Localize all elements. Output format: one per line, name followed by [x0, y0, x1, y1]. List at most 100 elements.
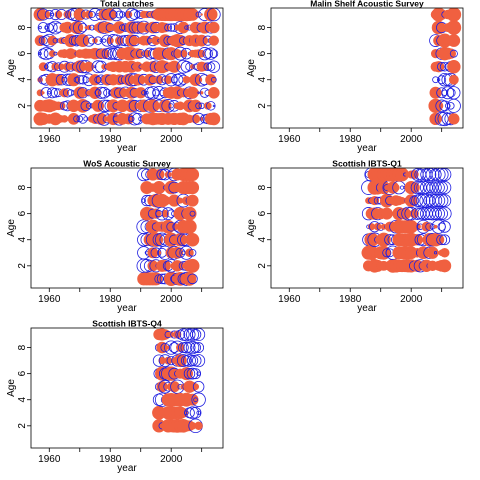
- positive-residual-bubble: [59, 88, 70, 98]
- positive-residual-bubble: [161, 209, 169, 218]
- positive-residual-bubble: [433, 234, 445, 246]
- negative-residual-bubble: [93, 65, 97, 69]
- negative-residual-bubble: [191, 392, 206, 407]
- negative-residual-bubble: [439, 100, 451, 112]
- negative-residual-bubble: [184, 25, 189, 30]
- negative-residual-bubble: [429, 207, 442, 220]
- positive-residual-bubble: [182, 271, 197, 286]
- negative-residual-bubble: [438, 168, 452, 182]
- y-tick-label: 8: [257, 24, 268, 30]
- negative-residual-bubble: [211, 76, 217, 83]
- negative-residual-bubble: [446, 88, 456, 98]
- negative-residual-bubble: [449, 49, 458, 58]
- positive-residual-bubble: [114, 36, 124, 46]
- positive-residual-bubble: [132, 48, 144, 60]
- x-tick-label: 2000: [160, 454, 183, 465]
- positive-residual-bubble: [429, 86, 442, 99]
- negative-residual-bubble: [115, 10, 124, 19]
- x-tick-label: 2000: [160, 294, 183, 305]
- y-axis-label: Age: [6, 219, 17, 237]
- negative-residual-bubble: [186, 354, 199, 367]
- negative-residual-bubble: [425, 222, 434, 231]
- positive-residual-bubble: [386, 210, 393, 217]
- negative-residual-bubble: [410, 180, 424, 195]
- negative-residual-bubble: [192, 380, 205, 393]
- positive-residual-bubble: [158, 99, 172, 113]
- panel-title: Malin Shelf Acoustic Survey: [310, 0, 424, 9]
- plot-frame: [30, 167, 224, 289]
- negative-residual-bubble: [78, 74, 88, 85]
- negative-residual-bubble: [195, 102, 203, 110]
- positive-residual-bubble: [81, 13, 84, 16]
- plot-frame: [30, 7, 224, 129]
- x-axis-label: year: [117, 463, 137, 474]
- x-axis-label: year: [357, 143, 377, 154]
- negative-residual-bubble: [125, 8, 139, 22]
- positive-residual-bubble: [47, 35, 58, 46]
- panel-4: 1960 1980 2000 2 4 6 8 Scottish IBTS-Q1 year Age: [246, 159, 464, 314]
- negative-residual-bubble: [187, 273, 198, 285]
- positive-residual-bubble: [48, 50, 56, 58]
- y-tick-label: 4: [17, 397, 28, 403]
- negative-residual-bubble: [204, 47, 217, 60]
- positive-residual-bubble: [185, 168, 200, 182]
- negative-residual-bubble: [193, 397, 198, 403]
- positive-residual-bubble: [173, 354, 187, 368]
- negative-residual-bubble: [209, 49, 219, 58]
- bubble-layer: [33, 8, 221, 126]
- x-tick-label: 1960: [278, 294, 301, 305]
- positive-residual-bubble: [205, 74, 217, 86]
- x-tick-label: 1980: [99, 454, 122, 465]
- negative-residual-bubble: [196, 410, 201, 415]
- x-tick-label: 1960: [278, 134, 301, 145]
- panel-3: 1960 1980 2000 2 4 6 8 WoS Acoustic Survey year A…: [6, 159, 224, 314]
- positive-residual-bubble: [208, 21, 220, 34]
- positive-residual-bubble: [192, 383, 200, 391]
- negative-residual-bubble: [435, 193, 449, 208]
- panel-1: 1960 1980 2000 2 4 6 8 Total catches year Age: [6, 0, 224, 154]
- negative-residual-bubble: [437, 222, 446, 231]
- positive-residual-bubble: [206, 26, 209, 29]
- negative-residual-bubble: [186, 406, 199, 420]
- positive-residual-bubble: [185, 258, 200, 273]
- negative-residual-bubble: [197, 91, 200, 95]
- positive-residual-bubble: [34, 35, 46, 47]
- negative-residual-bubble: [206, 62, 216, 72]
- negative-residual-bubble: [176, 354, 190, 368]
- positive-residual-bubble: [376, 232, 391, 247]
- y-tick-label: 4: [17, 77, 28, 83]
- negative-residual-bubble: [432, 194, 446, 208]
- negative-residual-bubble: [437, 75, 447, 85]
- panel-title: Scottish IBTS-Q4: [92, 319, 162, 329]
- y-tick-label: 2: [257, 103, 268, 109]
- y-tick-label: 8: [17, 344, 28, 350]
- panel-2: 1960 1980 2000 2 4 6 8 Malin Shelf Acoustic Sur…: [246, 0, 464, 154]
- positive-residual-bubble: [54, 10, 63, 19]
- y-axis-label: Age: [6, 379, 17, 397]
- positive-residual-bubble: [439, 248, 450, 258]
- negative-residual-bubble: [180, 341, 193, 354]
- positive-residual-bubble: [192, 89, 200, 97]
- negative-residual-bubble: [438, 181, 452, 195]
- negative-residual-bubble: [43, 64, 49, 69]
- positive-residual-bubble: [177, 21, 190, 34]
- negative-residual-bubble: [431, 168, 446, 182]
- negative-residual-bubble: [75, 75, 85, 85]
- bubble-layer: [152, 328, 206, 434]
- positive-residual-bubble: [199, 91, 204, 95]
- negative-residual-bubble: [77, 114, 88, 124]
- negative-residual-bubble: [432, 207, 445, 221]
- panel-title: WoS Acoustic Survey: [83, 159, 171, 169]
- x-tick-label: 2000: [400, 134, 423, 145]
- positive-residual-bubble: [204, 8, 218, 22]
- negative-residual-bubble: [189, 328, 202, 341]
- positive-residual-bubble: [447, 59, 461, 74]
- negative-residual-bubble: [141, 198, 146, 203]
- x-tick-label: 1960: [38, 134, 61, 145]
- plot-frame: [270, 167, 464, 289]
- negative-residual-bubble: [439, 234, 451, 246]
- negative-residual-bubble: [47, 22, 58, 33]
- y-tick-label: 6: [257, 210, 268, 216]
- positive-residual-bubble: [190, 224, 196, 230]
- negative-residual-bubble: [433, 251, 438, 255]
